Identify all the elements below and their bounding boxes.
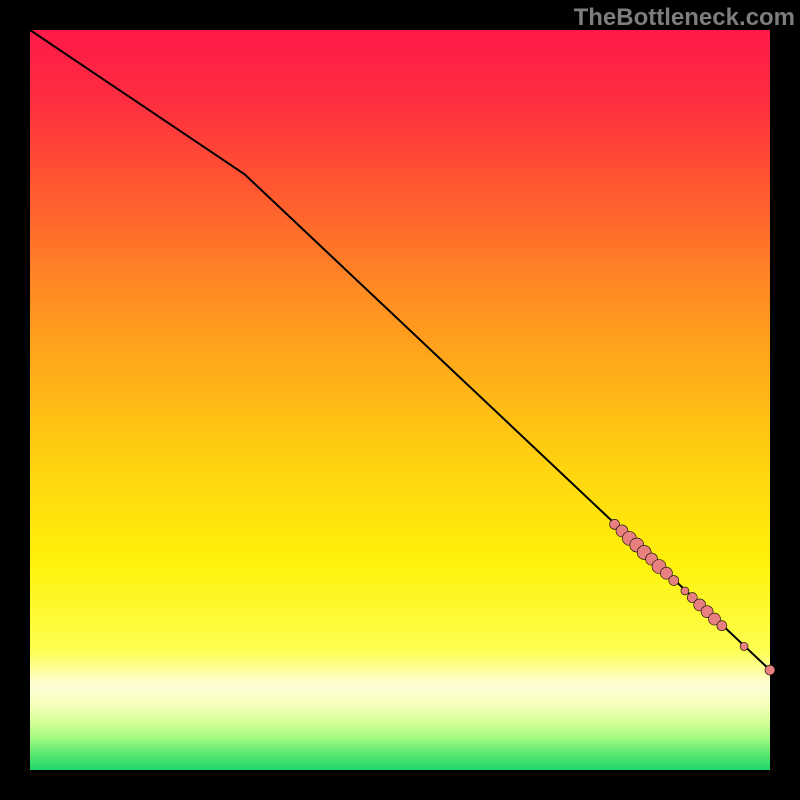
- data-point: [717, 621, 727, 631]
- watermark-text: TheBottleneck.com: [574, 4, 795, 32]
- data-point: [669, 576, 679, 586]
- data-point: [740, 642, 748, 650]
- data-point: [681, 587, 689, 595]
- data-point: [765, 665, 775, 675]
- plot-background: [30, 30, 770, 770]
- chart-svg: [0, 0, 800, 800]
